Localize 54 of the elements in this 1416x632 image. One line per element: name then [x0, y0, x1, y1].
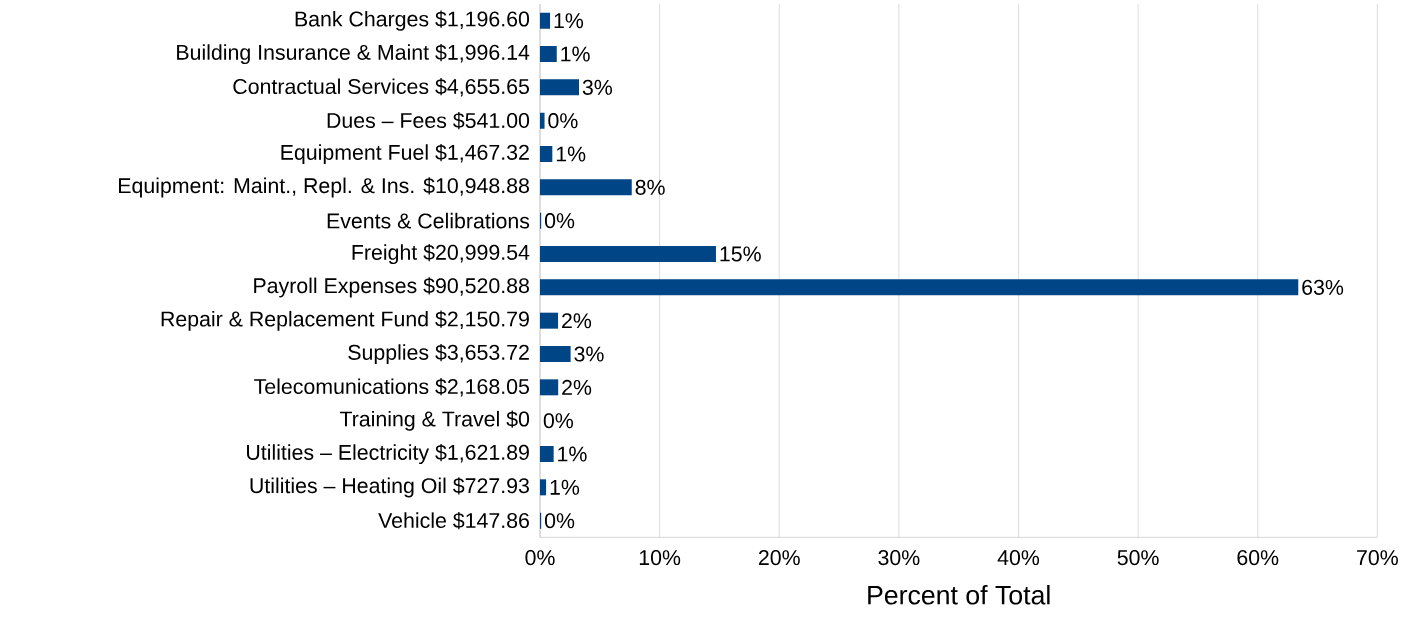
data-label: 0%	[544, 513, 575, 529]
bar	[540, 379, 559, 396]
bar	[540, 46, 557, 62]
data-label: 1%	[561, 46, 590, 62]
x-tick-label: 40%	[997, 550, 1040, 566]
bar	[540, 246, 716, 262]
y-tick-label: Vehicle $147.86	[378, 512, 529, 530]
x-tick-label: 70%	[1357, 550, 1398, 566]
y-tick-label: Dues – Fees $541.00	[327, 112, 530, 130]
data-label: 2%	[562, 379, 592, 395]
data-label: 1%	[550, 479, 580, 495]
data-label: 0%	[544, 213, 575, 229]
y-tick-label: Utilities – Heating Oil $727.93	[250, 477, 529, 498]
y-tick-label: Payroll Expenses $90,520.88	[254, 277, 529, 298]
y-tick-label: Bank Charges $1,196.60	[295, 10, 530, 31]
y-tick-label: Events & Celibrations	[327, 212, 530, 229]
bar	[540, 346, 571, 362]
bar	[540, 446, 554, 463]
data-label: 8%	[635, 179, 665, 195]
y-tick-label: Utilities – Electricity $1,621.89	[247, 443, 529, 465]
bar	[540, 112, 545, 129]
y-tick-label: Repair & Replacement Fund $2,150.79	[161, 310, 529, 331]
y-tick-label: Telecomunications $2,168.05	[254, 378, 529, 397]
y-tick-label: Supplies $3,653.72	[348, 343, 529, 365]
y-tick-label: Contractual Services $4,655.65	[233, 78, 529, 97]
x-tick-label: 50%	[1117, 550, 1159, 566]
bar	[540, 312, 559, 329]
bar	[540, 179, 632, 196]
x-tick-label: 20%	[758, 550, 800, 566]
x-tick-label: 0%	[525, 550, 555, 566]
data-label: 1%	[554, 13, 584, 29]
bar	[540, 146, 553, 162]
x-tick-label: 10%	[639, 550, 681, 566]
x-tick-label: 60%	[1237, 550, 1279, 566]
data-label: 1%	[558, 446, 587, 462]
x-axis-title: Percent of Total	[868, 584, 1050, 605]
data-label: 63%	[1302, 279, 1344, 295]
y-tick-label: Equipment: Maint., Repl. & Ins. $10,948.88	[119, 177, 529, 198]
data-label: 3%	[582, 79, 613, 95]
y-tick-label: Equipment Fuel $1,467.32	[281, 143, 529, 165]
bar	[540, 279, 1299, 296]
data-label: 15%	[720, 246, 761, 262]
y-tick-label: Building Insurance & Maint $1,996.14	[177, 43, 530, 65]
bar	[540, 479, 547, 496]
data-label: 3%	[574, 346, 604, 362]
x-tick-label: 30%	[878, 550, 920, 566]
data-label: 0%	[543, 413, 574, 429]
data-label: 2%	[562, 313, 592, 329]
data-label: 1%	[556, 146, 586, 162]
bar	[540, 12, 551, 29]
bar	[540, 79, 579, 96]
y-tick-label: Freight $20,999.54	[352, 243, 530, 265]
data-label: 0%	[548, 113, 578, 129]
y-tick-label: Training & Travel $0	[339, 410, 530, 431]
